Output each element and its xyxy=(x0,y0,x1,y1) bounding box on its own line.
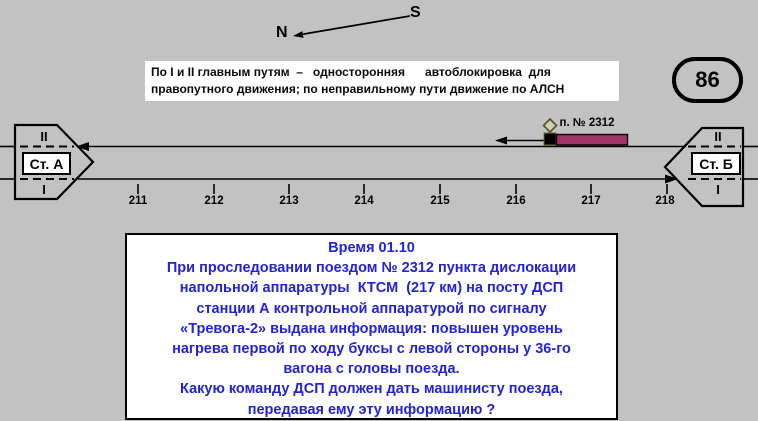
question-text-line: вагона с головы поезда. xyxy=(283,361,460,378)
question-time-line: Время 01.10 xyxy=(328,240,415,256)
train-2312 xyxy=(495,117,629,146)
train-direction-arrowhead xyxy=(495,136,507,145)
station-b-outline xyxy=(663,126,745,208)
question-text-line: При проследовании поездом № 2312 пункта … xyxy=(166,260,577,277)
km-mark-213: 213 xyxy=(279,195,299,207)
header-note: По I и II главным путям – односторонняя … xyxy=(145,61,619,101)
header-note-line2: правопутного движения; по неправильному … xyxy=(151,82,565,96)
km-mark-214: 214 xyxy=(354,195,374,207)
track-i-direction-arrow xyxy=(665,174,678,184)
station-b-track-ii-label: II xyxy=(714,129,722,144)
question-text-line: нагрева первой по ходу буксы с левой сто… xyxy=(172,341,571,358)
train-number-label: п. № 2312 xyxy=(559,117,615,129)
question-text-line: «Тревога-2» выдана информация: повышен у… xyxy=(180,320,563,337)
km-ticks xyxy=(137,184,668,194)
page-number-badge: 86 xyxy=(672,57,743,103)
km-mark-212: 212 xyxy=(204,195,224,207)
km-mark-211: 211 xyxy=(128,195,148,207)
station-a-track-ii-label: II xyxy=(40,129,48,144)
station-a-track-i-label: I xyxy=(42,182,46,197)
question-text-line: Какую команду ДСП должен дать машинисту … xyxy=(180,381,563,398)
km-mark-216: 216 xyxy=(506,195,526,207)
compass-north-label: N xyxy=(276,24,288,41)
header-note-line1: По I и II главным путям – односторонняя … xyxy=(151,65,551,79)
station-a-outline xyxy=(13,123,95,201)
compass-south-label: S xyxy=(410,4,421,21)
km-mark-218: 218 xyxy=(655,195,675,207)
km-mark-217: 217 xyxy=(581,195,601,207)
train-cars xyxy=(555,133,629,146)
question-text-line: станции А контрольной аппаратурой по сиг… xyxy=(196,300,547,317)
station-b-track-i-label: I xyxy=(716,182,720,197)
ktsm-marker-diamond-icon xyxy=(542,117,558,134)
question-text-line: напольной аппаратуры КТСМ (217 км) на по… xyxy=(179,280,564,297)
km-mark-215: 215 xyxy=(430,195,450,207)
compass-arrow-icon xyxy=(293,15,411,38)
track-ii-direction-arrow xyxy=(76,142,89,151)
train-locomotive xyxy=(543,132,557,146)
station-b-name-box: Ст. Б xyxy=(691,152,741,175)
question-box: Время 01.10 При проследовании поездом № … xyxy=(125,233,618,420)
station-a-name-box: Ст. А xyxy=(22,152,71,175)
question-text-line: передавая ему эту информацию ? xyxy=(247,401,496,418)
